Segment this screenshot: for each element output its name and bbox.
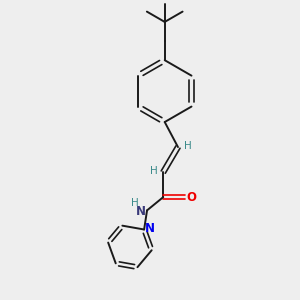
Text: N: N (136, 205, 146, 218)
Text: H: H (131, 198, 139, 208)
Text: N: N (144, 221, 154, 235)
Text: O: O (187, 190, 197, 204)
Text: H: H (150, 166, 158, 176)
Text: H: H (184, 141, 191, 151)
